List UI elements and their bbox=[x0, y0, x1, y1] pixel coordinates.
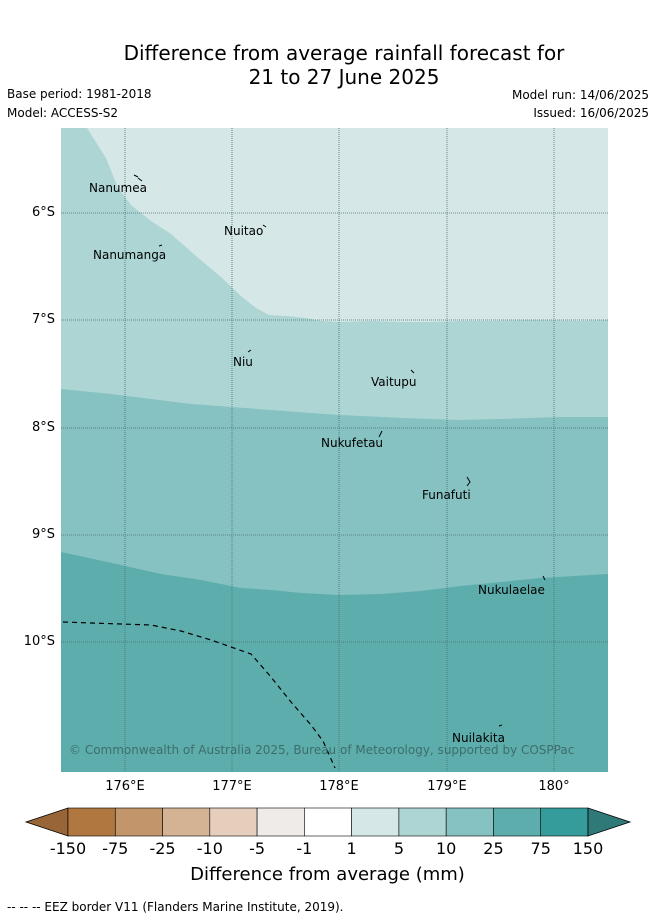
copyright-notice: © Commonwealth of Australia 2025, Bureau… bbox=[69, 743, 575, 757]
lat-label-10s: 10°S bbox=[23, 634, 55, 649]
colorbar-segment bbox=[209, 807, 258, 837]
colorbar-segment bbox=[445, 807, 494, 837]
lon-label-179e: 179°E bbox=[427, 779, 467, 794]
lat-label-9s: 9°S bbox=[31, 527, 55, 542]
place-label: Nanumanga bbox=[93, 248, 167, 262]
issued-date: Issued: 16/06/2025 bbox=[533, 106, 649, 120]
eez-border bbox=[62, 621, 336, 769]
lon-label-178e: 178°E bbox=[319, 779, 359, 794]
place-label: Niu bbox=[233, 355, 253, 369]
lon-label-176e: 176°E bbox=[105, 779, 145, 794]
place-label: Nuilakita bbox=[452, 731, 505, 745]
colorbar-under-arrow bbox=[24, 807, 69, 837]
band-1-to-5 bbox=[87, 128, 608, 322]
colorbar-tick-label: -10 bbox=[196, 839, 223, 858]
eez-legend-note: -- -- -- EEZ border V11 (Flanders Marine… bbox=[7, 900, 344, 914]
map-title: Difference from average rainfall forecas… bbox=[0, 41, 655, 89]
colorbar-tick-label: -150 bbox=[49, 839, 87, 858]
colorbar-tick-label: -5 bbox=[249, 839, 266, 858]
model-name: Model: ACCESS-S2 bbox=[7, 106, 119, 120]
colorbar-tick-label: -75 bbox=[102, 839, 129, 858]
place-label: Nanumea bbox=[89, 181, 147, 195]
colorbar-tick-label: 1 bbox=[346, 839, 357, 858]
lon-label-180: 180° bbox=[538, 779, 570, 794]
colorbar-title: Difference from average (mm) bbox=[190, 864, 465, 885]
place-label: Nuitao bbox=[224, 224, 264, 238]
colorbar-tick-label: -25 bbox=[149, 839, 176, 858]
colorbar-segment bbox=[114, 807, 163, 837]
rainfall-map bbox=[61, 128, 608, 772]
colorbar-tick-label: 75 bbox=[530, 839, 551, 858]
place-label: Funafuti bbox=[422, 488, 471, 502]
lat-label-6s: 6°S bbox=[31, 205, 55, 220]
colorbar-over-arrow bbox=[587, 807, 632, 837]
colorbar bbox=[24, 807, 632, 837]
colorbar-segment bbox=[493, 807, 542, 837]
colorbar-segment bbox=[351, 807, 400, 837]
grid-lines bbox=[61, 128, 608, 772]
colorbar-segment bbox=[256, 807, 305, 837]
lon-label-177e: 177°E bbox=[212, 779, 252, 794]
colorbar-tick-label: -1 bbox=[296, 839, 313, 858]
title-line-1: Difference from average rainfall forecas… bbox=[123, 41, 565, 65]
colorbar-segment bbox=[162, 807, 211, 837]
lat-label-8s: 8°S bbox=[31, 420, 55, 435]
colorbar-segment bbox=[304, 807, 352, 837]
colorbar-segment bbox=[398, 807, 447, 837]
colorbar-tick-label: 25 bbox=[483, 839, 504, 858]
model-run: Model run: 14/06/2025 bbox=[511, 88, 649, 102]
colorbar-tick-label: 5 bbox=[393, 839, 404, 858]
base-period: Base period: 1981-2018 bbox=[7, 87, 152, 101]
place-label: Nukulaelae bbox=[478, 583, 545, 597]
colorbar-tick-label: 150 bbox=[572, 839, 604, 858]
title-line-2: 21 to 27 June 2025 bbox=[248, 65, 440, 89]
lat-label-7s: 7°S bbox=[31, 312, 55, 327]
island-outlines bbox=[133, 174, 546, 727]
colorbar-tick-label: 10 bbox=[435, 839, 457, 858]
place-label: Vaitupu bbox=[371, 375, 417, 389]
place-label: Nukufetau bbox=[321, 436, 384, 450]
colorbar-segment bbox=[67, 807, 116, 837]
colorbar-segment bbox=[540, 807, 589, 837]
